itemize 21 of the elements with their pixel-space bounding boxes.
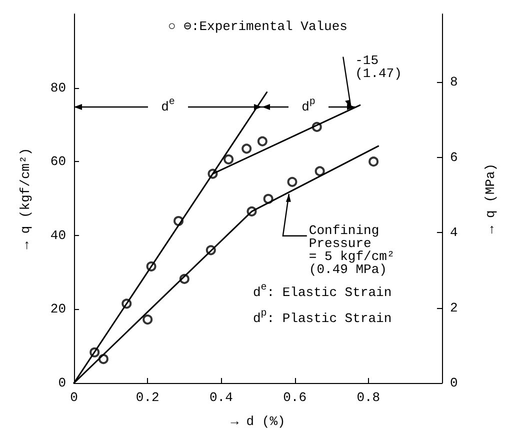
y2-axis-title: → q (MPa) [483, 163, 498, 234]
y-tick-label: 80 [50, 80, 66, 96]
y2-tick-label: 8 [450, 74, 458, 90]
annotation: Confining Pressure = 5 kgf/cm² (0.49 MPa) [308, 222, 395, 277]
y2-tick-label: 6 [450, 150, 458, 165]
x-tick-label: 0.4 [209, 390, 234, 405]
x-tick-label: 0.2 [136, 390, 160, 405]
x-tick-label: 0.8 [356, 390, 380, 405]
y-tick-label: 0 [58, 376, 66, 390]
y-tick-label: 20 [50, 302, 66, 317]
annotation: ○ ⊖:Experimental Values [168, 19, 348, 34]
y-tick-label: 40 [50, 228, 66, 243]
x-axis-title: → d (%) [230, 414, 286, 429]
x-tick-label: 0.6 [283, 390, 307, 405]
annotation: -15 (1.47) [355, 52, 402, 81]
y2-tick-label: 0 [450, 376, 458, 390]
x-tick-label: 0 [70, 390, 78, 405]
y-axis-title: → q (kgf/cm²) [18, 148, 33, 250]
y2-tick-label: 2 [450, 300, 458, 316]
y2-tick-label: 4 [450, 225, 458, 240]
y-tick-label: 60 [50, 154, 66, 170]
